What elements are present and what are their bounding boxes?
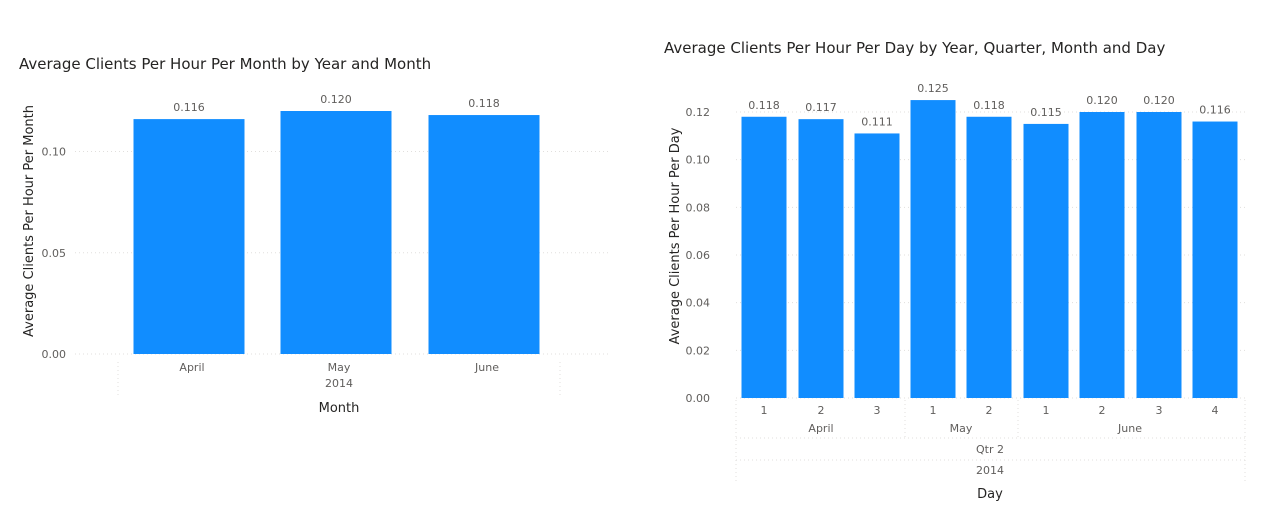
chart2-y-tick: 0.10 (686, 154, 711, 167)
chart2-data-label: 0.116 (1199, 104, 1231, 117)
chart1-y-axis-title: Average Clients Per Hour Per Month (22, 105, 37, 337)
chart1-bar (133, 119, 245, 354)
chart2-y-axis-title: Average Clients Per Hour Per Day (668, 127, 683, 344)
chart1-bar (280, 111, 392, 354)
chart1-data-label: 0.118 (468, 97, 500, 110)
chart2-bar (798, 119, 844, 399)
chart1-year-label: 2014 (325, 377, 353, 390)
chart2-y-tick: 0.08 (686, 201, 711, 214)
chart1-y-tick: 0.10 (42, 146, 67, 159)
monthly-chart: Average Clients Per Hour Per Month by Ye… (19, 55, 608, 416)
chart2-data-label: 0.118 (748, 99, 780, 112)
chart1-data-label: 0.120 (320, 93, 352, 106)
chart2-month-label: April (808, 422, 833, 435)
chart2-x-tick: 3 (874, 404, 881, 417)
chart2-bar (1023, 123, 1069, 399)
chart2-data-label: 0.117 (805, 101, 837, 114)
chart2-x-tick: 1 (1043, 404, 1050, 417)
chart2-x-tick: 2 (818, 404, 825, 417)
chart2-data-label: 0.118 (973, 99, 1005, 112)
chart1-x-tick: May (328, 361, 351, 374)
daily-chart: Average Clients Per Hour Per Day by Year… (664, 39, 1246, 502)
chart2-x-tick: 1 (761, 404, 768, 417)
chart1-y-tick: 0.00 (42, 348, 67, 361)
chart2-y-tick: 0.06 (686, 249, 711, 262)
chart2-y-tick: 0.00 (686, 392, 711, 405)
chart2-y-tick: 0.04 (686, 297, 711, 310)
chart1-data-label: 0.116 (173, 101, 205, 114)
chart1-x-tick: June (474, 361, 499, 374)
chart2-data-label: 0.120 (1143, 94, 1175, 107)
chart1-title: Average Clients Per Hour Per Month by Ye… (19, 55, 431, 73)
chart2-x-tick: 1 (930, 404, 937, 417)
chart2-data-label: 0.120 (1086, 94, 1118, 107)
chart1-y-tick: 0.05 (42, 247, 67, 260)
chart2-bar (1136, 112, 1182, 398)
chart2-month-label: June (1117, 422, 1142, 435)
chart2-x-tick: 4 (1212, 404, 1219, 417)
chart2-y-tick: 0.02 (686, 344, 711, 357)
chart2-bar (1079, 112, 1125, 398)
chart2-bar (966, 116, 1012, 399)
chart2-year-label: 2014 (976, 464, 1004, 477)
chart1-bar (428, 115, 540, 354)
chart2-x-tick: 3 (1156, 404, 1163, 417)
chart2-data-label: 0.125 (917, 82, 949, 95)
chart2-x-tick: 2 (986, 404, 993, 417)
chart2-bar (854, 133, 900, 398)
chart2-month-label: May (950, 422, 973, 435)
chart2-y-tick: 0.12 (686, 106, 711, 119)
chart2-bar (1192, 121, 1238, 399)
chart1-x-tick: April (179, 361, 204, 374)
chart2-data-label: 0.115 (1030, 106, 1062, 119)
chart2-x-axis-title: Day (977, 487, 1003, 502)
chart2-title: Average Clients Per Hour Per Day by Year… (664, 39, 1165, 57)
chart2-bar (910, 100, 956, 398)
chart1-x-axis-title: Month (319, 401, 360, 416)
chart2-data-label: 0.111 (861, 115, 893, 128)
chart2-quarter-label: Qtr 2 (976, 443, 1004, 456)
chart2-bar (741, 116, 787, 399)
chart2-x-tick: 2 (1099, 404, 1106, 417)
